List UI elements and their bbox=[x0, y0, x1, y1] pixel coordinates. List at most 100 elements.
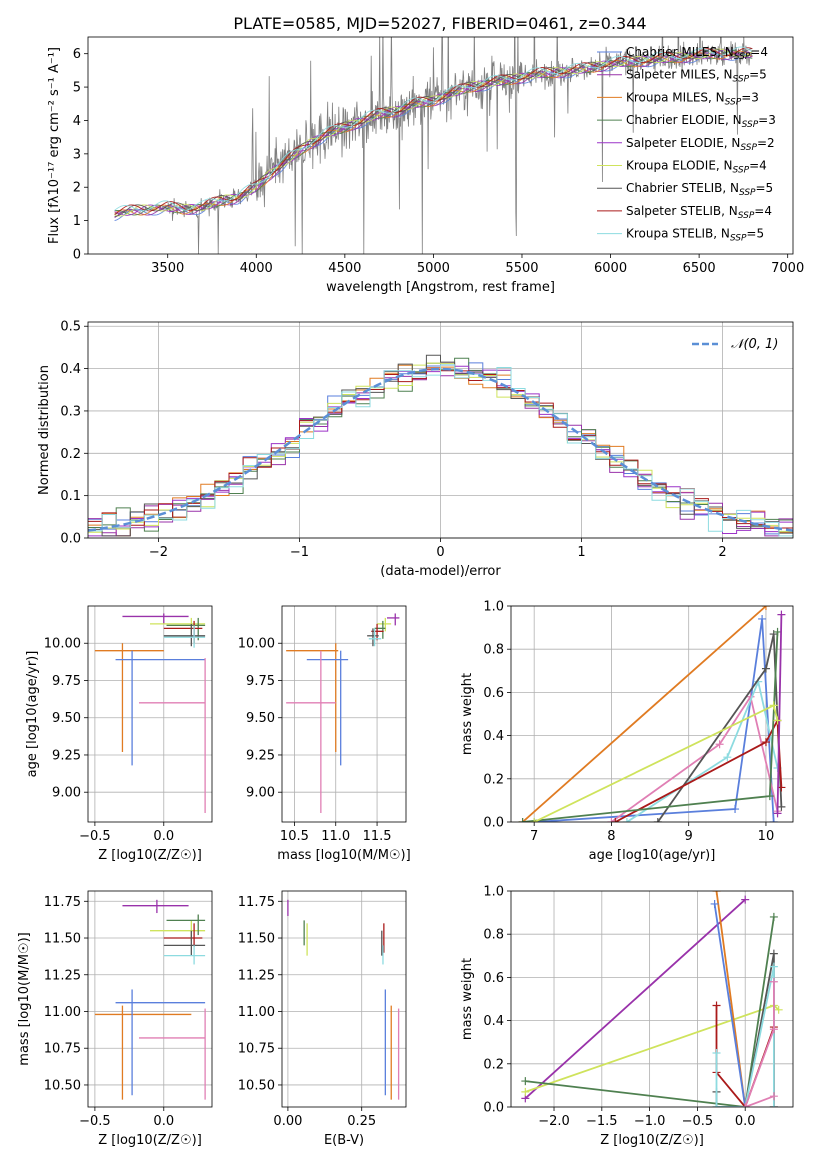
mass-weight-marker bbox=[761, 606, 770, 610]
y-tick-label: 0.6 bbox=[483, 971, 504, 986]
y-tick-label: 10.50 bbox=[238, 1078, 275, 1093]
x-tick-label: 7 bbox=[530, 829, 538, 844]
x-tick-label: 6000 bbox=[594, 261, 627, 276]
y-tick-label: 9.75 bbox=[52, 674, 81, 689]
mass-weight-line bbox=[626, 678, 779, 822]
plot-area bbox=[286, 613, 400, 814]
y-tick-label: 0.0 bbox=[483, 1101, 504, 1116]
x-axis-label: Z [log10(Z/Z☉)] bbox=[98, 848, 202, 863]
axis-ticks: 0.00 0.25 10.50 10.75 11.00 11.25 11.50 11.75 bbox=[238, 895, 376, 1129]
y-tick-label: 0.1 bbox=[60, 489, 81, 504]
mass-weight-marker bbox=[530, 818, 539, 822]
y-tick-label: 2 bbox=[73, 181, 81, 196]
legend-label: Kroupa ELODIE, NSSP=4 bbox=[626, 159, 767, 176]
x-tick-label: 0.25 bbox=[347, 1114, 376, 1129]
x-axis-label: Z [log10(Z/Z☉)] bbox=[98, 1133, 202, 1148]
grid-lines bbox=[88, 891, 212, 1107]
mass-weight-vs-metallicity-plot: −2.0 −1.5 −1.0 −0.5 0.0 0.0 0.2 0.4 0.6 0.8 1.0 Z [… bbox=[460, 885, 794, 1148]
legend-label: Chabrier ELODIE, NSSP=3 bbox=[626, 113, 776, 130]
x-tick-label: −2 bbox=[149, 545, 168, 560]
x-tick-label: 10 bbox=[758, 829, 775, 844]
y-tick-label: 0.4 bbox=[60, 362, 81, 377]
axis-ticks: 3500 4000 4500 5000 5500 6000 6500 7000 0 1 2 3 4 5 6 bbox=[73, 47, 805, 276]
mass-weight-line bbox=[744, 981, 775, 1107]
axes-frame bbox=[87, 605, 213, 823]
x-tick-label: −1 bbox=[290, 545, 309, 560]
age-vs-metallicity-plot: −0.5 0.0 9.00 9.25 9.50 9.75 10.00 Z [log10(Z/Z… bbox=[25, 605, 213, 863]
mass-weight-marker bbox=[758, 614, 767, 623]
plot-area bbox=[287, 899, 400, 1100]
legend-label: Kroupa STELIB, NSSP=5 bbox=[626, 227, 764, 244]
y-tick-label: 10.75 bbox=[238, 1042, 275, 1057]
mass-weight-marker bbox=[773, 716, 782, 725]
x-tick-label: −1.5 bbox=[586, 1114, 618, 1129]
legend-label: Chabrier MILES, NSSP=4 bbox=[626, 45, 768, 62]
mass-weight-line bbox=[776, 614, 783, 814]
mass-weight-marker bbox=[518, 818, 527, 822]
y-tick-label: 10.50 bbox=[44, 1078, 81, 1093]
legend-label: Salpeter ELODIE, NSSP=2 bbox=[626, 136, 775, 153]
plot-area bbox=[94, 899, 206, 1100]
legend-label: Chabrier STELIB, NSSP=5 bbox=[626, 181, 773, 198]
mass-weight-vs-age-plot: 7 8 9 10 0.0 0.2 0.4 0.6 0.8 1.0 age [log10(age/yr… bbox=[460, 600, 794, 863]
mass-weight-marker bbox=[622, 818, 631, 822]
axis-ticks: −2.0 −1.5 −1.0 −0.5 0.0 0.0 0.2 0.4 0.6 0.8 1.0 bbox=[483, 885, 755, 1130]
mass-weight-marker bbox=[769, 962, 778, 971]
x-tick-label: 0.0 bbox=[735, 1114, 756, 1129]
y-tick-label: 5 bbox=[73, 81, 81, 96]
legend-label: Salpeter STELIB, NSSP=4 bbox=[626, 204, 772, 221]
y-tick-label: 11.25 bbox=[238, 968, 275, 983]
x-axis-label: (data-model)/error bbox=[380, 564, 501, 579]
y-tick-label: 0.8 bbox=[483, 928, 504, 943]
axis-ticks: −2 −1 0 1 2 0.0 0.1 0.2 0.3 0.4 0.5 bbox=[60, 320, 726, 560]
mass-weight-marker bbox=[769, 818, 778, 822]
y-tick-label: 0 bbox=[73, 248, 81, 263]
plot-area bbox=[94, 613, 206, 814]
mass-weight-line bbox=[534, 618, 775, 822]
mass-weight-marker bbox=[731, 805, 740, 814]
x-tick-label: −0.5 bbox=[682, 1114, 714, 1129]
x-tick-label: −1.0 bbox=[634, 1114, 666, 1129]
y-tick-label: 10.00 bbox=[44, 637, 81, 652]
y-axis-label: age [log10(age/yr)] bbox=[25, 651, 40, 778]
y-tick-label: 11.50 bbox=[44, 932, 81, 947]
y-axis-label: mass [log10(M/M☉)] bbox=[17, 932, 32, 1065]
plot-area bbox=[114, 37, 753, 254]
figure-title: PLATE=0585, MJD=52027, FIBERID=0461, z=0… bbox=[233, 14, 646, 33]
axis-ticks: −0.5 0.0 10.50 10.75 11.00 11.25 11.50 11.75 bbox=[44, 895, 174, 1129]
x-tick-label: 5500 bbox=[505, 261, 538, 276]
x-tick-label: −0.5 bbox=[79, 1114, 111, 1129]
y-tick-label: 11.75 bbox=[44, 895, 81, 910]
y-tick-label: 9.00 bbox=[52, 786, 81, 801]
y-tick-label: 11.00 bbox=[238, 1005, 275, 1020]
y-axis-label: Normed distribution bbox=[37, 365, 52, 495]
x-tick-label: 9 bbox=[685, 829, 693, 844]
x-axis-label: age [log10(age/yr)] bbox=[589, 848, 716, 863]
x-axis-label: Z [log10(Z/Z☉)] bbox=[600, 1133, 704, 1148]
mass-weight-line bbox=[657, 633, 783, 822]
axes-frame bbox=[281, 605, 407, 823]
x-tick-label: 3500 bbox=[151, 261, 184, 276]
y-tick-label: 0.2 bbox=[483, 1057, 504, 1072]
grid-lines bbox=[511, 605, 793, 823]
x-tick-label: 0.0 bbox=[153, 829, 174, 844]
y-tick-label: 10.75 bbox=[44, 1042, 81, 1057]
y-tick-label: 9.25 bbox=[246, 748, 275, 763]
plot-area bbox=[88, 354, 793, 537]
spectrum-plot: 3500 4000 4500 5000 5500 6000 6500 7000 0 1 2 3 4 5 6 w… bbox=[47, 36, 805, 295]
mass-weight-line bbox=[522, 606, 767, 822]
y-axis-label: mass weight bbox=[460, 673, 475, 755]
model-spectrum-line bbox=[114, 46, 753, 212]
y-axis-label: Flux [fλ10⁻¹⁷ erg cm⁻² s⁻¹ A⁻¹] bbox=[47, 47, 62, 244]
legend-label: Kroupa MILES, NSSP=3 bbox=[626, 90, 759, 107]
mass-weight-line bbox=[525, 916, 775, 1107]
y-tick-label: 0.6 bbox=[483, 686, 504, 701]
x-tick-label: 11.5 bbox=[363, 829, 392, 844]
mass-weight-marker bbox=[611, 818, 620, 822]
x-tick-label: 1 bbox=[577, 545, 585, 560]
mass-weight-marker bbox=[774, 1005, 783, 1014]
x-tick-label: 0.00 bbox=[273, 1114, 302, 1129]
y-tick-label: 0.4 bbox=[483, 1014, 504, 1029]
y-tick-label: 6 bbox=[73, 47, 81, 62]
